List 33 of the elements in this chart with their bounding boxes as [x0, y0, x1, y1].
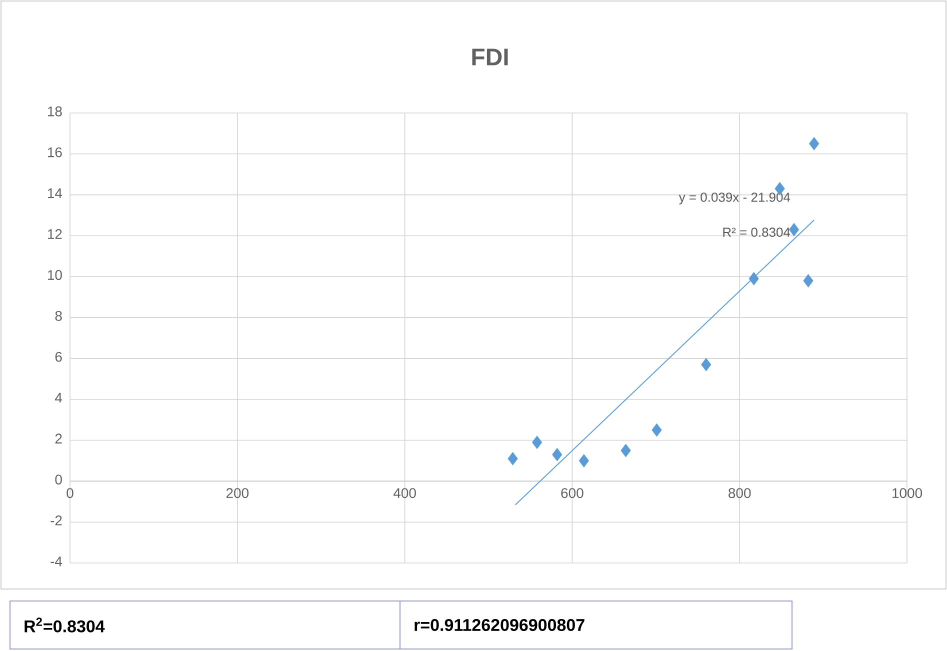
point: [532, 436, 542, 450]
point: [701, 358, 712, 372]
y-tick-label: 2: [55, 434, 62, 444]
point: [508, 452, 518, 466]
text: R$^{2}$=0.8304: [24, 618, 105, 632]
y-tick-label: 16: [48, 147, 62, 158]
y-tick-label: -4: [50, 556, 62, 566]
y-tick-label: 0: [55, 474, 62, 485]
point: [809, 136, 820, 150]
y-tick-label: 10: [48, 270, 62, 280]
point: [552, 448, 562, 462]
x-tick-label: 200: [226, 488, 249, 498]
x-tick-label: 1000: [892, 488, 922, 498]
x-tick-label: 0: [66, 488, 74, 498]
point: [748, 272, 759, 286]
point: [620, 444, 631, 458]
y-tick-label: 8: [55, 310, 62, 321]
x-tick-label: 600: [561, 488, 584, 498]
y-tick-label: 18: [48, 106, 62, 116]
point: [652, 423, 662, 437]
y-tick-label: 14: [48, 188, 62, 198]
x-tick-label: 800: [728, 488, 751, 498]
text: r=0.911262096900807: [414, 618, 584, 632]
y-tick-label: 4: [54, 392, 62, 403]
annotation: R² = 0.8304: [723, 228, 790, 237]
point: [803, 274, 814, 288]
chart-title: FDI: [472, 48, 508, 66]
y-tick-label: -2: [50, 516, 62, 526]
x-tick-label: 400: [393, 488, 416, 498]
y-tick-label: 12: [48, 229, 62, 239]
y-tick-label: 6: [55, 352, 62, 362]
point: [578, 454, 589, 468]
annotation: y = 0.039x - 21.904: [678, 192, 790, 204]
